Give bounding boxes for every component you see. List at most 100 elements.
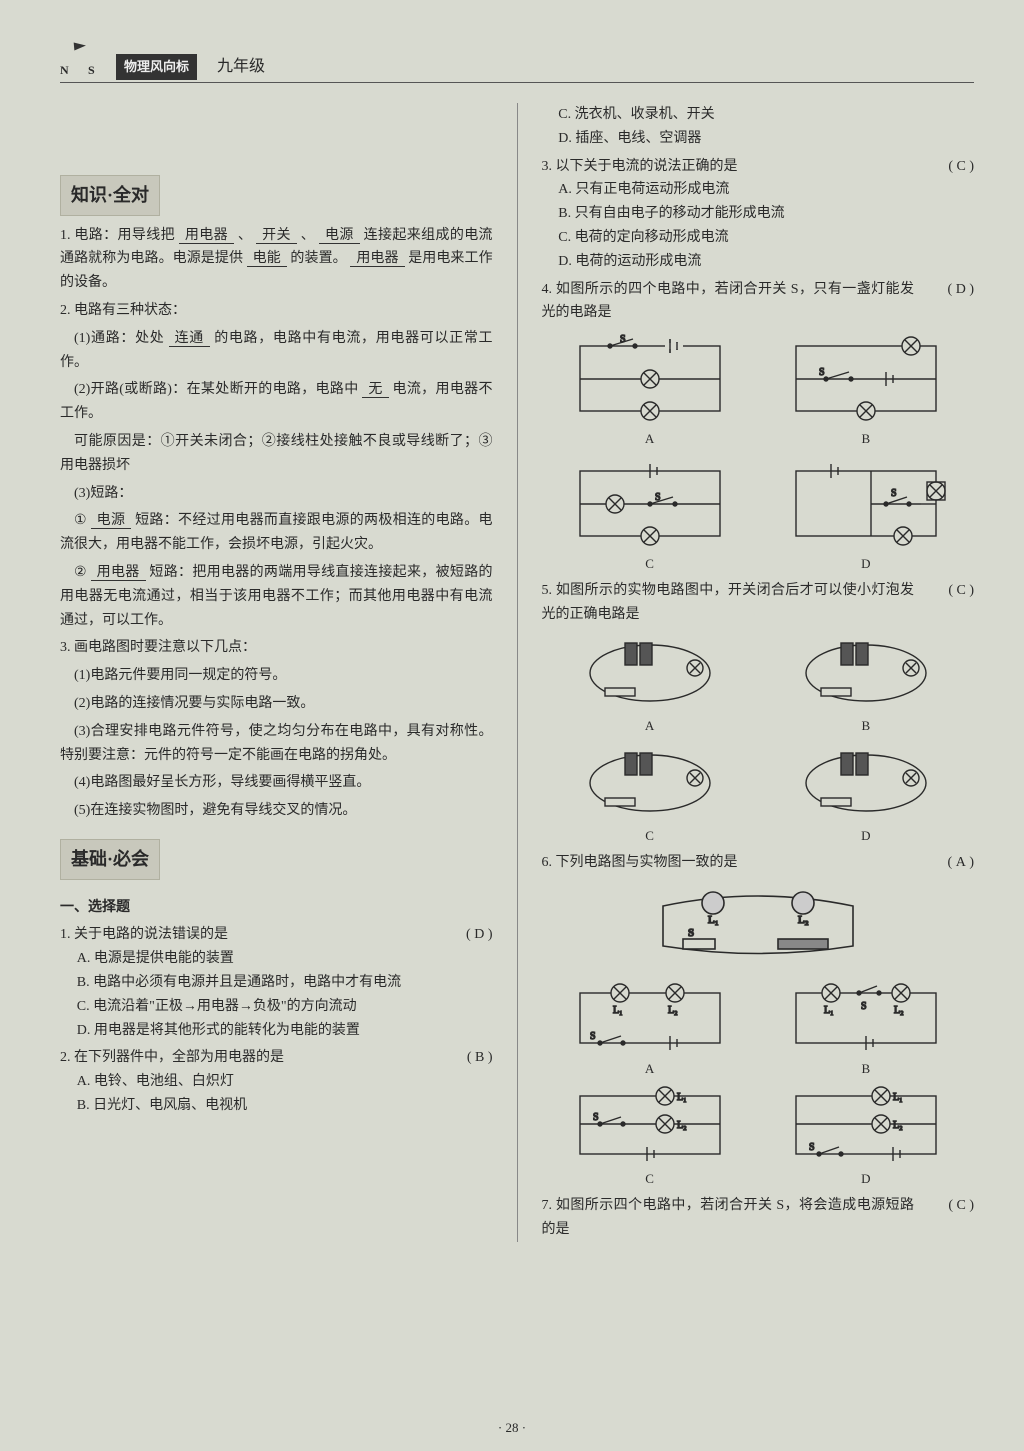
q4-label-A: A [565,428,735,450]
q5-circuit-A: A [570,633,730,737]
q4-label-B: B [781,428,951,450]
q3: 3. 以下关于电流的说法正确的是 ( C ) [542,155,975,179]
section-knowledge-head: 知识·全对 [60,175,160,216]
q6-label-B: B [781,1058,951,1080]
q1-B: B. 电路中必须有电源并且是通路时，电路中才有电流 [60,971,493,995]
svg-text:L₁: L₁ [613,1005,623,1016]
q6-circuit-C: L₁ L₂ S C [565,1086,735,1190]
q4-circuit-D: S D [781,456,951,575]
blank-source: 电源 [319,228,360,244]
svg-text:S: S [819,367,825,378]
q6-label-C: C [565,1168,735,1190]
k2-3: (3)短路： [60,482,493,506]
section-basic-head: 基础·必会 [60,839,160,880]
k3-head: 3. 画电路图时要注意以下几点： [60,636,493,660]
q3-B: B. 只有自由电子的移动才能形成电流 [542,202,975,226]
svg-text:S: S [861,1001,867,1012]
q6-stem: 6. 下列电路图与实物图一致的是 [542,851,915,875]
left-column: 知识·全对 1. 电路：用导线把 用电器 、 开关 、 电源 连接起来组成的电流… [60,103,493,1242]
svg-text:S: S [891,488,897,499]
q1-stem: 1. 关于电路的说法错误的是 [60,923,433,947]
q3-stem: 3. 以下关于电流的说法正确的是 [542,155,915,179]
q3-C: C. 电荷的定向移动形成电流 [542,226,975,250]
q5-label-B: B [786,715,946,737]
q6-circuit-A: L₁L₂ S A [565,981,735,1080]
svg-text:S: S [593,1112,599,1123]
q4-label-D: D [781,553,951,575]
q2-D: D. 插座、电线、空调器 [542,127,975,151]
blank-appliance2: 用电器 [350,251,404,267]
k3-4: (4)电路图最好呈长方形，导线要画得横平竖直。 [60,771,493,795]
q4-circuit-C: S C [565,456,735,575]
q7-ans: ( C ) [914,1194,974,1218]
q5-label-C: C [570,825,730,847]
q6: 6. 下列电路图与实物图一致的是 ( A ) [542,851,975,875]
book-title: 物理风向标 [116,54,197,80]
q1-D: D. 用电器是将其他形式的能转化为电能的装置 [60,1019,493,1043]
right-column: C. 洗衣机、收录机、开关 D. 插座、电线、空调器 3. 以下关于电流的说法正… [542,103,975,1242]
svg-text:L₂: L₂ [893,1120,903,1131]
blank-switch: 开关 [256,228,297,244]
k3-2: (2)电路的连接情况要与实际电路一致。 [60,692,493,716]
svg-text:L₁: L₁ [708,914,719,926]
q6-row2: L₁ L₂ S C L₁ [542,1086,975,1190]
compass-icon: N S [60,50,110,80]
q4-ans: ( D ) [914,278,974,302]
k3-1: (1)电路元件要用同一规定的符号。 [60,664,493,688]
q4-stem: 4. 如图所示的四个电路中，若闭合开关 S，只有一盏灯能发光的电路是 [542,278,915,326]
svg-text:L₁: L₁ [677,1092,687,1103]
q6-label-D: D [781,1168,951,1190]
q2-stem: 2. 在下列器件中，全部为用电器的是 [60,1046,433,1070]
blank-appliance-short: 用电器 [91,565,146,581]
q6-circuit-D: L₁ L₂ S D [781,1086,951,1190]
svg-text:L₂: L₂ [894,1005,904,1016]
k3-5: (5)在连接实物图时，避免有导线交叉的情况。 [60,799,493,823]
q2-ans: ( B ) [433,1046,493,1070]
q2-C: C. 洗衣机、收录机、开关 [542,103,975,127]
q1: 1. 关于电路的说法错误的是 ( D ) [60,923,493,947]
q3-ans: ( C ) [914,155,974,179]
blank-appliance: 用电器 [179,228,234,244]
svg-text:L₂: L₂ [798,914,809,926]
grade-label: 九年级 [217,53,265,80]
k3-3: (3)合理安排电路元件符号，使之均匀分布在电路中，具有对称性。特别要注意：元件的… [60,720,493,768]
q7: 7. 如图所示四个电路中，若闭合开关 S，将会造成电源短路的是 ( C ) [542,1194,975,1242]
q2-A: A. 电铃、电池组、白炽灯 [60,1070,493,1094]
q5-label-D: D [786,825,946,847]
q5-ans: ( C ) [914,579,974,603]
q6-physical-figure: L₁ L₂ S [542,881,975,975]
svg-text:S: S [688,927,694,939]
k2-2d: 可能原因是：①开关未闭合；②接线柱处接触不良或导线断了；③用电器损坏 [60,430,493,478]
svg-text:S: S [590,1031,596,1042]
q3-A: A. 只有正电荷运动形成电流 [542,178,975,202]
q5: 5. 如图所示的实物电路图中，开关闭合后才可以使小灯泡发光的正确电路是 ( C … [542,579,975,627]
q5-circuit-C: C [570,743,730,847]
q1-ans: ( D ) [433,923,493,947]
q5-circuit-D: D [786,743,946,847]
k2-1: (1)通路：处处 连通 的电路，电路中有电流，用电器可以正常工作。 [60,327,493,375]
blank-connected: 连通 [169,331,210,347]
k2-3b: ② 用电器 短路：把用电器的两端用导线直接连接起来，被短路的用电器无电流通过，相… [60,561,493,632]
page-number: · 28 · [0,1417,1024,1439]
q6-label-A: A [565,1058,735,1080]
q6-row1: L₁L₂ S A L₁ L₂ S [542,981,975,1080]
q7-stem: 7. 如图所示四个电路中，若闭合开关 S，将会造成电源短路的是 [542,1194,915,1242]
q5-row1: A B [542,633,975,737]
column-divider [517,103,518,1242]
k2-2: (2)开路(或断路)：在某处断开的电路，电路中 无 电流，用电器不工作。 [60,378,493,426]
k2-3a: ① 电源 短路：不经过用电器而直接跟电源的两极相连的电路。电流很大，用电器不能工… [60,509,493,557]
blank-none: 无 [362,382,388,398]
q5-stem: 5. 如图所示的实物电路图中，开关闭合后才可以使小灯泡发光的正确电路是 [542,579,915,627]
compass-s: S [88,60,95,80]
q5-circuit-B: B [786,633,946,737]
svg-text:L₂: L₂ [677,1120,687,1131]
two-column-layout: 知识·全对 1. 电路：用导线把 用电器 、 开关 、 电源 连接起来组成的电流… [60,103,974,1242]
q1-A: A. 电源是提供电能的装置 [60,947,493,971]
svg-text:S: S [809,1142,815,1153]
q5-label-A: A [570,715,730,737]
q2: 2. 在下列器件中，全部为用电器的是 ( B ) [60,1046,493,1070]
q3-D: D. 电荷的运动形成电流 [542,250,975,274]
q4-row2: S C [542,456,975,575]
q4-row1: S [542,331,975,450]
q6-circuit-B: L₁L₂ S B [781,981,951,1080]
